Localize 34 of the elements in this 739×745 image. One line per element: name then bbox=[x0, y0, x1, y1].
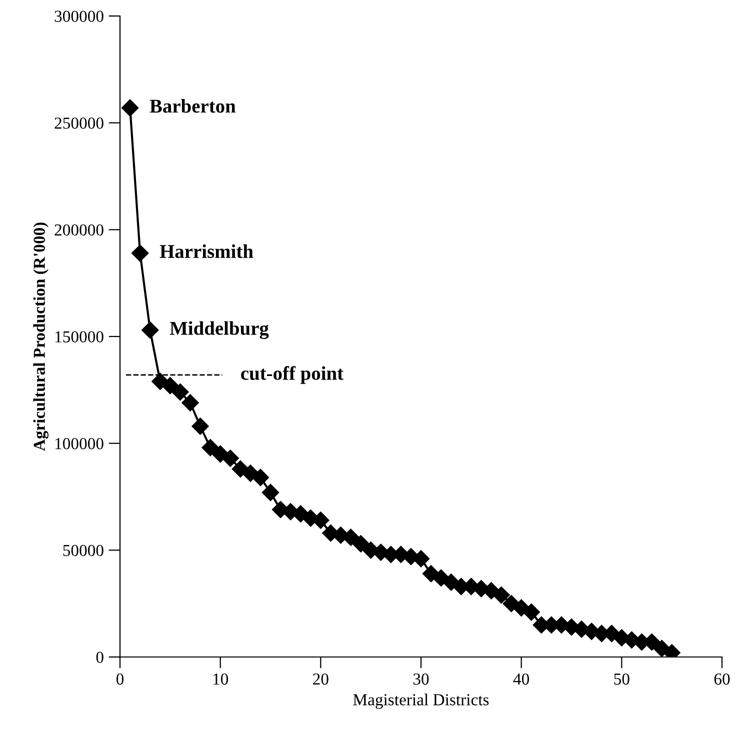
x-tick-label: 10 bbox=[213, 673, 228, 685]
y-tick-label: 100000 bbox=[55, 438, 104, 450]
point bbox=[262, 484, 280, 502]
point bbox=[132, 244, 149, 262]
y-tick-label: 0 bbox=[96, 652, 104, 663]
y-tick-label: 150000 bbox=[55, 331, 104, 342]
point bbox=[182, 394, 199, 412]
annotation: Harrismith bbox=[160, 244, 254, 258]
point bbox=[522, 604, 540, 621]
x-tick-label: 60 bbox=[714, 673, 730, 685]
point bbox=[172, 384, 189, 401]
y-tick-label: 250000 bbox=[54, 118, 104, 129]
x-tick-label: 20 bbox=[313, 673, 328, 685]
point bbox=[192, 418, 209, 435]
x-axis-title: Magisterial Districts bbox=[353, 694, 489, 709]
y-tick-label: 50000 bbox=[63, 544, 104, 556]
point bbox=[202, 439, 219, 456]
annotation: Barberton bbox=[150, 99, 236, 113]
x-tick-label: 50 bbox=[614, 673, 630, 685]
ref-line-label: cut-off point bbox=[241, 366, 344, 384]
point bbox=[121, 99, 139, 116]
point bbox=[142, 322, 159, 339]
y-tick-label: 200000 bbox=[54, 224, 104, 236]
x-tick-label: 30 bbox=[413, 673, 429, 685]
point bbox=[492, 586, 510, 604]
point bbox=[352, 535, 370, 552]
annotation: Middelburg bbox=[170, 321, 269, 339]
point bbox=[162, 377, 179, 394]
x-tick-label: 40 bbox=[513, 673, 530, 685]
point bbox=[222, 450, 239, 467]
y-tick-label: 300000 bbox=[54, 10, 104, 22]
x-tick-label: 0 bbox=[116, 673, 124, 685]
y-axis-title: Agricultural Production (R'000) bbox=[33, 222, 48, 451]
point bbox=[252, 468, 270, 486]
